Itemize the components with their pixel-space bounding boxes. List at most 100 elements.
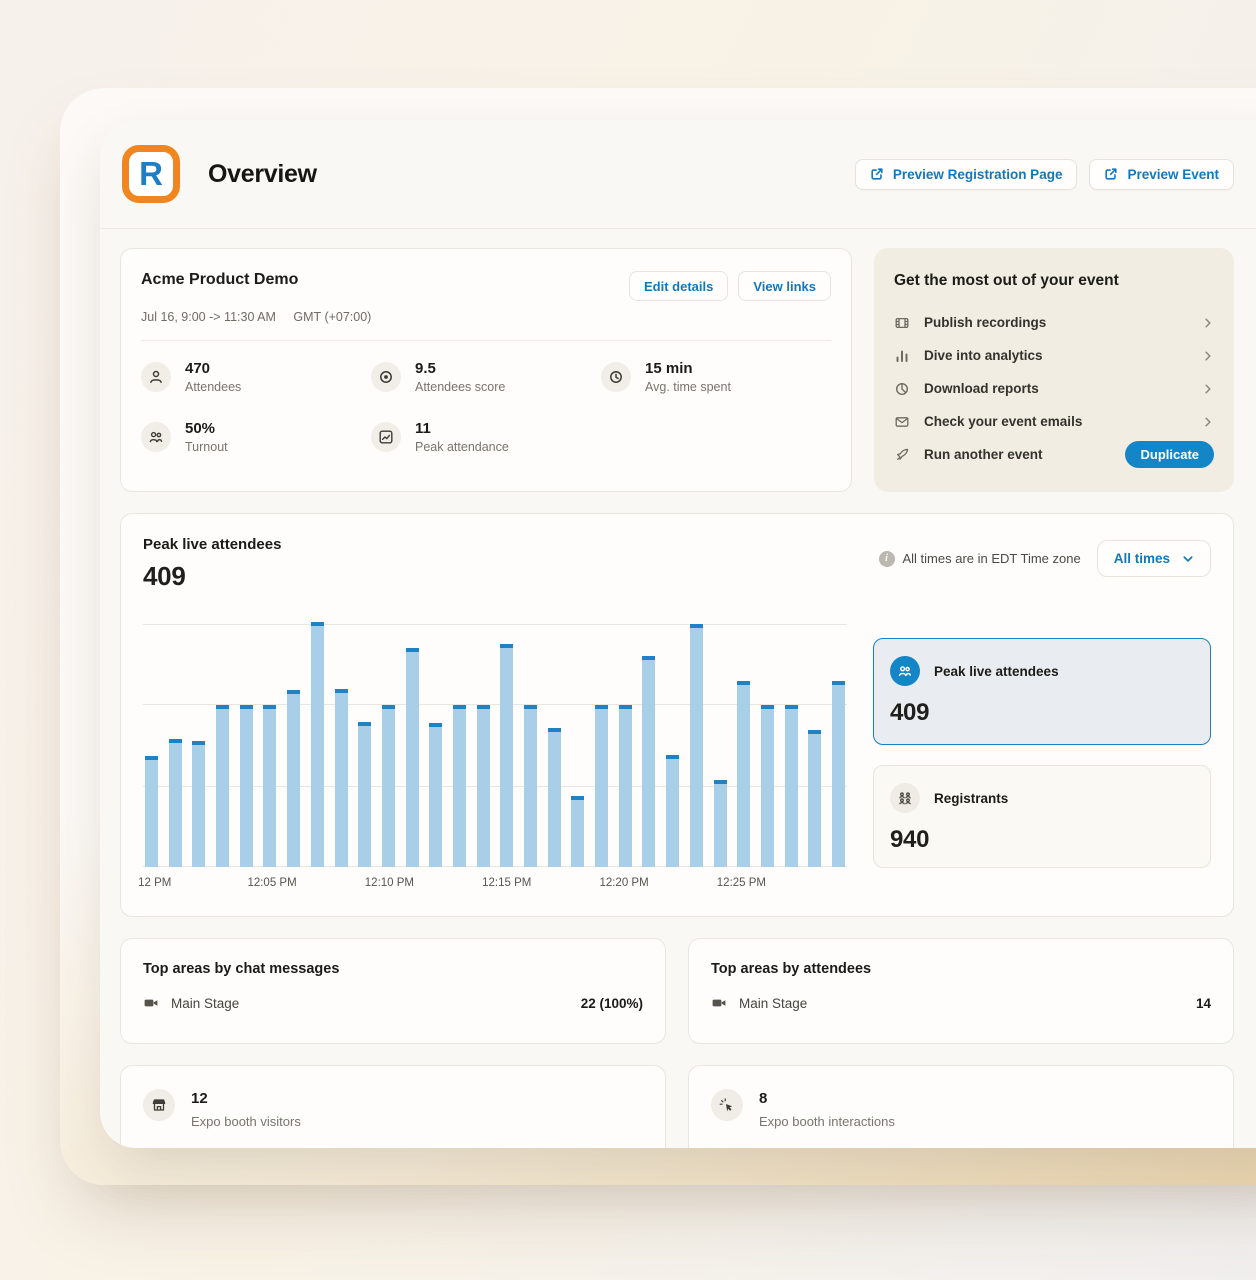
stat-label: Avg. time spent	[645, 380, 731, 394]
gridline	[143, 624, 847, 625]
people-icon	[141, 422, 171, 452]
tip-dive-into-analytics[interactable]: Dive into analytics	[894, 339, 1214, 372]
chart-bar	[500, 644, 514, 867]
stat-value: 9.5	[415, 360, 436, 377]
people-icon	[890, 656, 920, 686]
chevron-right-icon	[1202, 317, 1214, 329]
chart-bar	[168, 738, 182, 867]
stat-value: 11	[415, 420, 431, 437]
metric-label: Registrants	[934, 790, 1009, 806]
ringcentral-logo: R	[122, 145, 180, 203]
area-label: Main Stage	[171, 995, 240, 1011]
chart-bar	[571, 796, 585, 867]
cursor-click-icon	[711, 1089, 743, 1121]
chart-bar	[334, 689, 348, 867]
stat-turnout: 50% Turnout	[141, 420, 371, 454]
info-icon: i	[878, 550, 895, 567]
event-schedule: Jul 16, 9:00 -> 11:30 AM GMT (+07:00)	[141, 310, 831, 324]
chart-bar	[642, 656, 656, 867]
chart-bar	[239, 705, 253, 867]
chart-bar	[524, 705, 537, 867]
chevron-right-icon	[1202, 350, 1214, 362]
external-link-icon	[870, 167, 884, 181]
duplicate-button[interactable]: Duplicate	[1125, 441, 1214, 468]
chart-bar	[263, 705, 277, 867]
x-tick-label: 12:20 PM	[599, 877, 649, 889]
stat-value: 470	[185, 360, 211, 377]
preview-registration-button[interactable]: Preview Registration Page	[854, 158, 1078, 190]
chart-bar	[405, 648, 419, 867]
time-range-label: All times	[1113, 551, 1170, 566]
metric-label: Peak live attendees	[934, 663, 1059, 679]
chart-metric-selector: Peak live attendees 409 Registrants 940	[873, 638, 1211, 916]
event-timezone: GMT (+07:00)	[293, 310, 372, 324]
video-camera-icon	[143, 995, 159, 1011]
x-tick-label: 12 PM	[138, 877, 172, 889]
chevron-down-icon	[1182, 553, 1194, 565]
chart-bar	[429, 723, 443, 867]
metric-value: 940	[890, 826, 930, 853]
stat-label: Peak attendance	[415, 440, 509, 454]
person-icon	[141, 362, 171, 392]
event-date-range: Jul 16, 9:00 -> 11:30 AM	[141, 310, 276, 324]
card-title: Top areas by attendees	[711, 961, 872, 977]
gridline	[143, 704, 847, 705]
dashboard-content: Acme Product Demo Edit details View link…	[100, 229, 1256, 1148]
window-header: R Overview Preview Registration Page Pre…	[100, 120, 1256, 229]
expo-label: Expo booth interactions	[759, 1114, 895, 1129]
chart-bar	[145, 755, 158, 867]
expo-booth-visitors-card: 12 Expo booth visitors	[120, 1065, 666, 1148]
expo-booth-interactions-card: 8 Expo booth interactions	[688, 1065, 1234, 1148]
trend-chart-icon	[371, 422, 401, 452]
tip-run-another-event[interactable]: Run another event Duplicate	[894, 438, 1214, 471]
preview-event-button[interactable]: Preview Event	[1089, 158, 1234, 190]
tip-label: Run another event	[924, 447, 1043, 462]
chevron-right-icon	[1202, 383, 1214, 395]
area-value: 14	[1195, 995, 1211, 1011]
chart-bar	[547, 728, 561, 867]
external-link-icon	[1104, 167, 1118, 181]
view-links-button[interactable]: View links	[738, 271, 831, 301]
tip-download-reports[interactable]: Download reports	[894, 372, 1214, 405]
expo-label: Expo booth visitors	[191, 1114, 301, 1129]
top-areas-chat-card: Top areas by chat messages Main Stage 22…	[120, 938, 666, 1044]
target-icon	[371, 362, 401, 392]
tip-check-event-emails[interactable]: Check your event emails	[894, 405, 1214, 438]
divider	[141, 340, 831, 341]
tip-label: Publish recordings	[924, 315, 1047, 330]
chart-bar	[689, 623, 703, 867]
preview-registration-label: Preview Registration Page	[892, 166, 1063, 182]
chart-bar	[760, 705, 774, 867]
analytics-icon	[894, 348, 910, 364]
timezone-note-text: All times are in EDT Time zone	[902, 551, 1081, 566]
chart-bar	[808, 730, 822, 867]
booth-icon	[143, 1089, 175, 1121]
chart-bar	[831, 680, 845, 867]
clock-icon	[601, 362, 631, 392]
chart-bar	[595, 705, 609, 867]
rocket-icon	[894, 447, 910, 463]
dashboard-window: R Overview Preview Registration Page Pre…	[100, 120, 1256, 1148]
chart-plot	[143, 622, 847, 867]
stat-attendees-score: 9.5 Attendees score	[371, 360, 601, 394]
chart-bar	[618, 705, 632, 867]
chart-bar	[287, 689, 301, 867]
metric-card-peak-live-attendees[interactable]: Peak live attendees 409	[873, 638, 1211, 745]
edit-details-button[interactable]: Edit details	[629, 271, 729, 301]
card-title: Top areas by chat messages	[143, 961, 340, 977]
page-title: Overview	[208, 159, 317, 188]
peak-attendees-chart-card: Peak live attendees 409 i All times are …	[120, 513, 1234, 917]
stat-avg-time: 15 min Avg. time spent	[601, 360, 831, 394]
reports-icon	[894, 381, 910, 397]
event-stats: 470 Attendees 9.5 Attendees score 15 min…	[141, 360, 831, 454]
chart-bar	[381, 705, 395, 867]
stat-peak-attendance: 11 Peak attendance	[371, 420, 601, 454]
chart-peak-value: 409	[143, 561, 186, 591]
video-camera-icon	[711, 995, 727, 1011]
time-range-dropdown[interactable]: All times	[1096, 540, 1211, 577]
metric-card-registrants[interactable]: Registrants 940	[873, 765, 1211, 868]
tip-publish-recordings[interactable]: Publish recordings	[894, 306, 1214, 339]
tips-list: Publish recordings Dive into analytics D…	[894, 306, 1214, 471]
stat-attendees: 470 Attendees	[141, 360, 371, 394]
chart-bar	[310, 622, 324, 867]
